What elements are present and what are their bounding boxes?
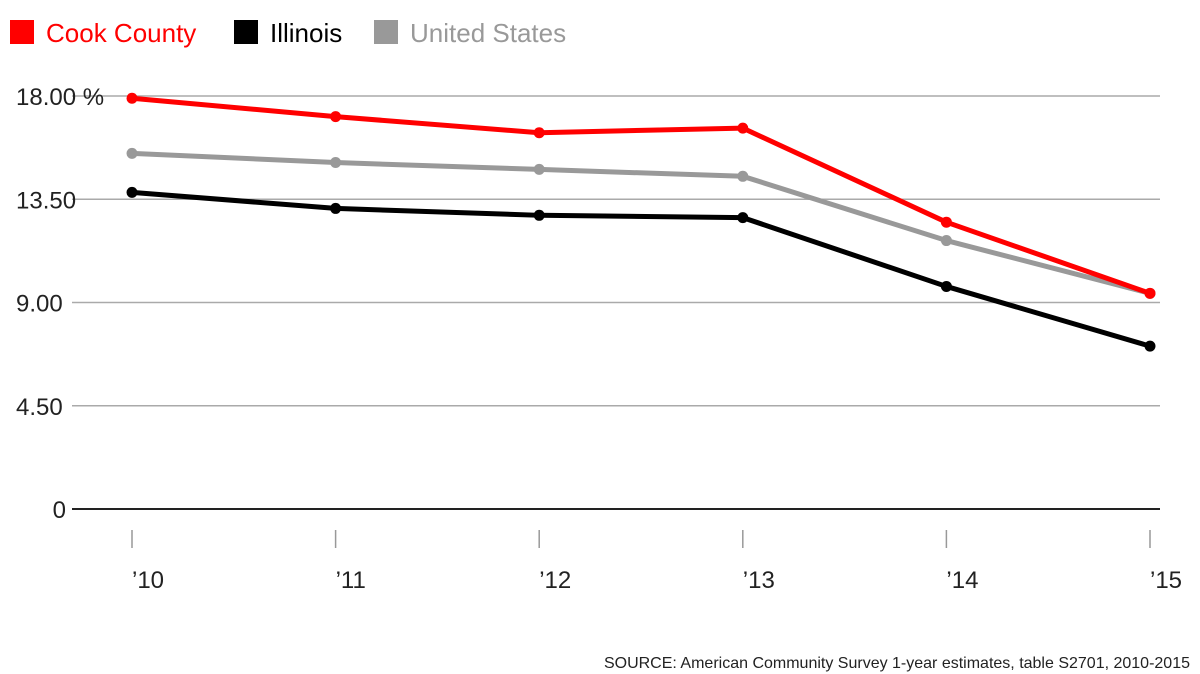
x-tick-label: ’15 bbox=[1150, 567, 1182, 594]
source-note: SOURCE: American Community Survey 1-year… bbox=[604, 655, 1190, 672]
legend-label-united-states: United States bbox=[410, 18, 566, 48]
data-point-cook-county bbox=[126, 92, 138, 104]
data-point-illinois bbox=[126, 186, 138, 198]
x-tick-label: ’12 bbox=[539, 567, 571, 594]
series-line-united-states bbox=[129, 150, 1153, 296]
x-tick-label: ’10 bbox=[132, 567, 164, 594]
data-point-cook-county bbox=[737, 122, 749, 134]
y-tick-label: 0 bbox=[53, 497, 66, 524]
gridlines bbox=[72, 95, 1160, 510]
series-cook-county bbox=[126, 92, 1156, 299]
legend-label-illinois: Illinois bbox=[270, 18, 342, 48]
data-point-illinois bbox=[330, 202, 342, 214]
series-united-states bbox=[126, 147, 1156, 299]
legend-label-cook-county: Cook County bbox=[46, 18, 196, 48]
data-point-united-states bbox=[533, 163, 545, 175]
series-line-cook-county bbox=[129, 95, 1153, 296]
x-tick-label: ’13 bbox=[743, 567, 775, 594]
data-point-cook-county bbox=[1144, 287, 1156, 299]
x-axis: ’10 ’11 ’12 ’13 ’14 ’15 bbox=[131, 530, 1182, 594]
data-point-illinois bbox=[737, 212, 749, 224]
series-group bbox=[126, 92, 1156, 352]
y-tick-label: 4.50 bbox=[16, 394, 63, 421]
data-point-cook-county bbox=[533, 127, 545, 139]
data-point-illinois bbox=[940, 280, 952, 292]
data-point-illinois bbox=[533, 209, 545, 221]
legend-swatch-illinois bbox=[234, 20, 258, 44]
data-point-united-states bbox=[737, 170, 749, 182]
y-tick-label: 13.50 bbox=[16, 187, 76, 214]
data-point-united-states bbox=[330, 157, 342, 169]
legend: Cook County Illinois United States bbox=[10, 18, 566, 48]
series-line-illinois bbox=[129, 189, 1153, 349]
data-point-illinois bbox=[1144, 340, 1156, 352]
y-axis: 0 4.50 9.00 13.50 18.00 % bbox=[16, 84, 104, 524]
legend-swatch-united-states bbox=[374, 20, 398, 44]
x-tick-label: ’14 bbox=[946, 567, 978, 594]
y-tick-label: 18.00 % bbox=[16, 84, 104, 111]
y-tick-label: 9.00 bbox=[16, 291, 63, 318]
data-point-united-states bbox=[940, 235, 952, 247]
data-point-united-states bbox=[126, 147, 138, 159]
legend-swatch-cook-county bbox=[10, 20, 34, 44]
x-tick-label: ’11 bbox=[336, 567, 366, 594]
data-point-cook-county bbox=[330, 111, 342, 123]
series-illinois bbox=[126, 186, 1156, 352]
data-point-cook-county bbox=[940, 216, 952, 228]
